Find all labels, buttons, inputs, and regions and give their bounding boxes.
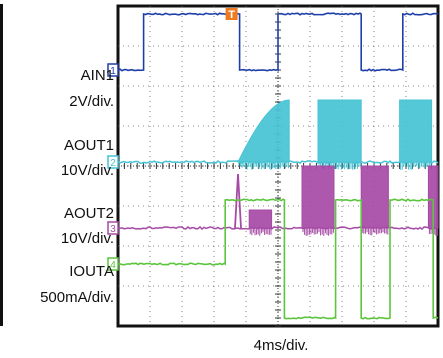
marker-box xyxy=(107,221,119,235)
marker-number: 2 xyxy=(110,158,116,169)
trigger-box xyxy=(225,8,238,20)
burst-region xyxy=(317,99,362,163)
channel-labels: AIN1 2V/div. AOUT1 10V/div. AOUT2 10V/di… xyxy=(40,67,114,306)
ch1-name: AIN1 xyxy=(81,67,114,84)
burst-region xyxy=(360,165,389,229)
marker-box xyxy=(107,63,119,77)
ch3-name: AOUT2 xyxy=(64,205,114,222)
traces xyxy=(117,12,439,320)
ch3-scale: 10V/div. xyxy=(61,230,114,247)
trace-aout2 xyxy=(117,165,439,236)
marker-box xyxy=(107,257,119,271)
time-scale-label: 4ms/div. xyxy=(254,337,309,354)
marker-number: 4 xyxy=(110,260,116,271)
ch2-name: AOUT1 xyxy=(64,137,114,154)
ch4-scale: 500mA/div. xyxy=(40,289,114,306)
trace-spike xyxy=(234,173,242,229)
trigger-text: T xyxy=(228,9,235,21)
marker-number: 3 xyxy=(110,224,116,235)
channel-markers: 1 2 3 4 T xyxy=(107,8,238,271)
burst-region xyxy=(399,99,433,163)
channel-marker-1: 1 xyxy=(107,63,119,77)
marker-number: 1 xyxy=(110,66,116,77)
ch2-scale: 10V/div. xyxy=(61,162,114,179)
channel-marker-4: 4 xyxy=(107,257,119,271)
trace-baseline xyxy=(117,159,439,165)
trace-aout1 xyxy=(117,99,439,170)
burst-region xyxy=(237,99,290,163)
marker-box xyxy=(107,155,119,169)
trigger-marker: T xyxy=(225,8,238,21)
ch4-name: IOUTA xyxy=(69,263,114,280)
channel-marker-2: 2 xyxy=(107,155,119,169)
ch1-scale: 2V/div. xyxy=(69,93,114,110)
burst-region xyxy=(427,165,439,229)
adjacent-panel-edge xyxy=(0,4,3,326)
burst-region xyxy=(248,209,273,229)
burst-region xyxy=(301,165,335,229)
channel-marker-3: 3 xyxy=(107,221,119,235)
trace-iouta xyxy=(117,198,439,320)
trace-ain1 xyxy=(117,12,439,72)
